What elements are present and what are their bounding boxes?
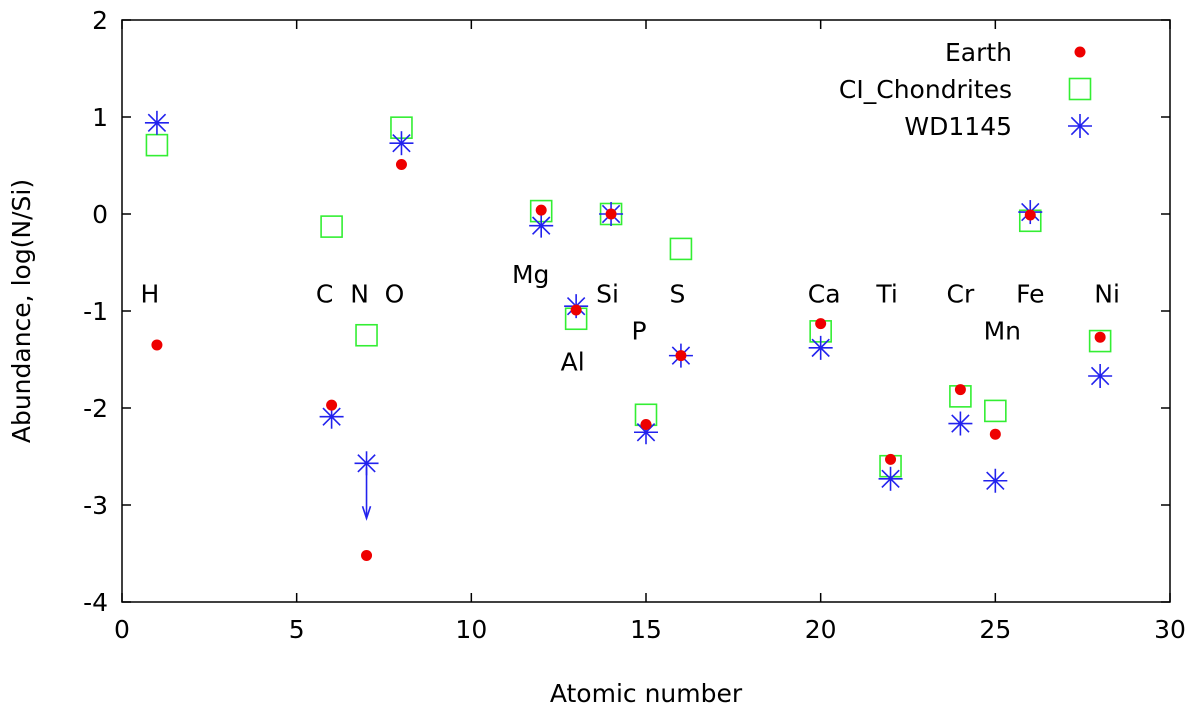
data-point (605, 208, 617, 220)
axis-ticks (121, 19, 1171, 603)
x-tick-label: 5 (289, 615, 305, 644)
data-point-stroke (392, 133, 411, 153)
legend-marker-stroke (1070, 116, 1090, 136)
data-point-stroke (357, 454, 376, 473)
data-point (326, 399, 338, 411)
x-tick-label: 25 (979, 615, 1011, 644)
data-point (808, 335, 833, 360)
element-label: Mn (984, 316, 1021, 345)
data-point-stroke (881, 469, 900, 489)
data-point-stroke (147, 113, 167, 133)
data-point-stroke (322, 407, 341, 426)
element-label: O (385, 280, 405, 309)
y-axis-title: Abundance, log(N/Si) (7, 179, 36, 443)
data-point (885, 453, 897, 465)
x-tick-label: 15 (630, 615, 662, 644)
element-label: Cr (947, 280, 975, 309)
y-tick-label: 1 (92, 103, 108, 132)
element-label: Si (596, 280, 619, 309)
y-tick-label: -4 (83, 588, 108, 617)
data-point-stroke (1090, 366, 1110, 386)
y-tick-label: 2 (92, 6, 108, 35)
data-point (319, 404, 344, 429)
data-point (1088, 363, 1113, 388)
element-label: H (141, 280, 160, 309)
data-point (669, 237, 693, 261)
data-point (1094, 331, 1106, 343)
element-label: Ca (808, 280, 841, 309)
data-point-stroke (951, 414, 970, 433)
data-point (1024, 209, 1036, 221)
element-label: Ti (875, 280, 897, 309)
data-point (1088, 329, 1112, 353)
x-tick-label: 0 (114, 615, 130, 644)
data-point (983, 468, 1008, 493)
tick-labels: 0 5 10 15 20 25 30 -4 -3 -2 -1 0 1 2 (83, 6, 1186, 644)
element-label: N (350, 280, 369, 309)
element-labels: H C N O Mg Si SP Al Ca Ti Cr Fe Ni Mn (141, 260, 1120, 376)
y-tick-label: 0 (92, 200, 108, 229)
data-point-stroke (811, 338, 830, 358)
x-axis-title: Atomic number (550, 679, 743, 708)
legend-marker (1068, 77, 1092, 101)
element-label: Al (561, 347, 585, 376)
data-point (984, 399, 1007, 423)
x-tick-label: 10 (455, 615, 487, 644)
data-point (878, 466, 903, 491)
data-point (989, 428, 1001, 440)
data-point (570, 304, 582, 316)
legend-label: WD1145 (904, 112, 1012, 141)
x-tick-label: 20 (805, 615, 837, 644)
series-wd1145 (144, 110, 1113, 521)
legend-label: CI_Chondrites (839, 75, 1012, 104)
y-tick-label: -3 (83, 491, 108, 520)
data-point (355, 323, 378, 347)
data-point (535, 204, 547, 216)
y-tick-label: -1 (83, 297, 108, 326)
data-point (640, 418, 652, 430)
element-label: Fe (1016, 280, 1044, 309)
x-tick-label: 30 (1154, 615, 1186, 644)
data-point (529, 213, 554, 238)
data-point (389, 131, 414, 156)
data-point (145, 133, 169, 157)
element-label: S (670, 280, 686, 309)
element-label: Ni (1094, 280, 1120, 309)
data-point (948, 411, 973, 436)
legend: Earth CI_Chondrites WD1145 (839, 38, 1092, 141)
element-label: Mg (512, 260, 549, 289)
element-label: P (631, 316, 646, 345)
data-point (320, 215, 343, 238)
data-point (144, 110, 169, 135)
legend-marker (1068, 114, 1092, 138)
data-point (151, 339, 163, 351)
data-point (954, 384, 966, 396)
element-label: C (316, 280, 333, 309)
y-tick-label: -2 (83, 394, 108, 423)
data-point (395, 159, 407, 171)
upper-limit-arrow-head (361, 506, 372, 521)
data-point (815, 318, 827, 330)
data-series (144, 110, 1113, 561)
legend-label: Earth (945, 38, 1012, 67)
data-point (675, 350, 687, 362)
data-point (361, 549, 373, 561)
upper-limit-arrow (361, 467, 372, 521)
data-point-stroke (531, 216, 551, 235)
legend-marker (1074, 46, 1086, 58)
plot-frame (121, 19, 1171, 603)
data-point-stroke (986, 471, 1005, 490)
series-earth (151, 159, 1106, 561)
data-point-stroke (636, 423, 656, 442)
